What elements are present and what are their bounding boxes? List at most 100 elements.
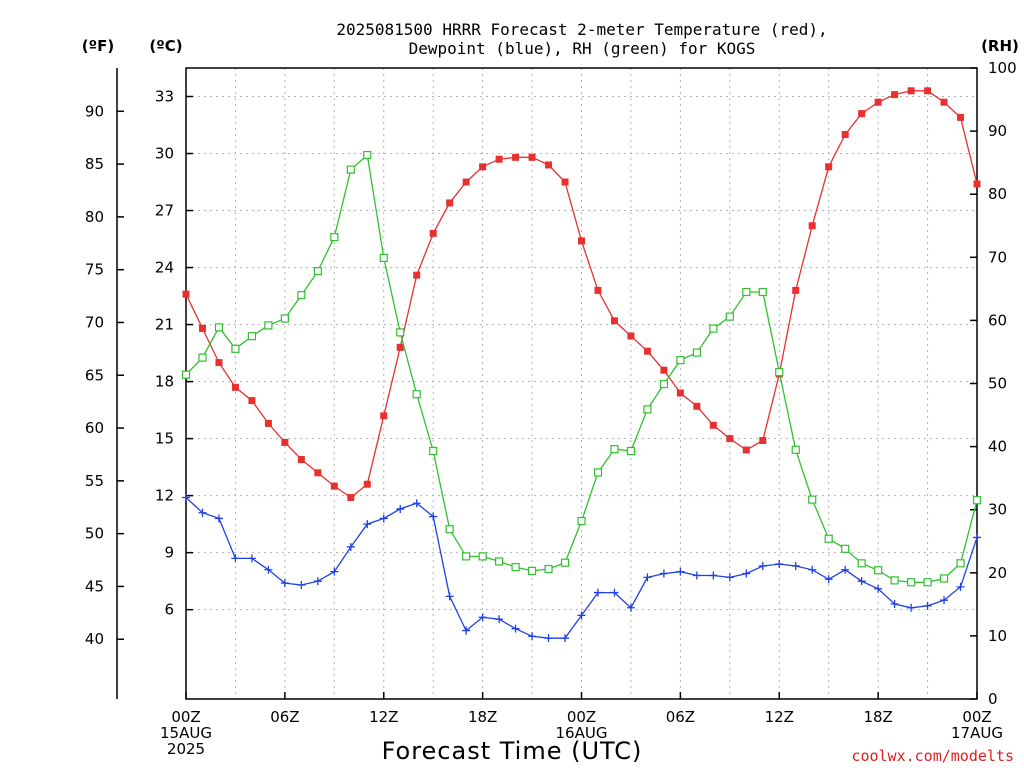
2-meter-temperature-point: [231, 383, 239, 391]
dewpoint-point: [561, 634, 570, 643]
x-tick-label: 00Z: [962, 708, 991, 726]
rh-point: [247, 332, 257, 341]
2-meter-temperature-point: [792, 286, 800, 294]
rh-point: [890, 576, 899, 585]
rh-point: [791, 445, 800, 454]
rh-point: [626, 446, 636, 456]
rh-tick-label: 80: [988, 185, 1007, 203]
fahrenheit-tick-label: 90: [85, 102, 104, 120]
dewpoint-point: [758, 561, 767, 570]
dewpoint-point: [841, 565, 850, 574]
2-meter-temperature-point: [512, 153, 520, 161]
2-meter-temperature-point: [726, 435, 734, 443]
rh-point: [725, 312, 734, 321]
rh-tick-label: 40: [988, 438, 1007, 456]
2-meter-temperature-point: [693, 402, 701, 410]
dewpoint-point: [940, 596, 949, 605]
dewpoint-point: [956, 582, 965, 591]
2-meter-temperature-point: [924, 87, 932, 95]
2-meter-temperature-point: [825, 163, 833, 171]
rh-point: [692, 348, 701, 357]
celsius-axis-unit: (ºC): [149, 37, 182, 55]
celsius-tick-label: 21: [155, 316, 174, 334]
rh-tick-label: 0: [988, 690, 998, 708]
fahrenheit-tick-label: 70: [85, 313, 104, 331]
2-meter-temperature-point: [594, 286, 602, 294]
x-tick-label: 16AUG: [556, 724, 608, 742]
2-meter-temperature-point: [248, 397, 256, 405]
rh-point: [939, 574, 949, 583]
celsius-tick-label: 18: [155, 373, 174, 391]
rh-point: [676, 356, 685, 365]
x-tick-label: 2025: [167, 740, 205, 758]
2-meter-temperature-point: [940, 98, 948, 106]
2-meter-temperature-point: [742, 446, 750, 454]
dewpoint-point: [857, 577, 866, 586]
fahrenheit-tick-label: 45: [85, 577, 104, 595]
rh-point: [527, 566, 537, 576]
dewpoint-point: [528, 632, 537, 641]
rh-point: [906, 578, 916, 587]
dewpoint-point: [412, 499, 421, 508]
dewpoint-point: [429, 512, 438, 521]
rh-point: [972, 496, 982, 505]
2-meter-temperature-point: [413, 271, 421, 279]
2-meter-temperature-point: [907, 87, 915, 95]
dewpoint-point: [593, 588, 602, 597]
celsius-tick-label: 33: [155, 88, 174, 106]
rh-point: [231, 344, 240, 353]
dewpoint-point: [462, 626, 471, 635]
rh-point: [659, 380, 668, 389]
rh-tick-label: 70: [988, 248, 1007, 266]
2-meter-temperature-point: [643, 347, 651, 355]
dewpoint-point: [692, 571, 701, 580]
rh-point: [264, 321, 273, 330]
rh-point: [280, 314, 289, 323]
2-meter-temperature-point: [182, 290, 190, 298]
2-meter-temperature-point: [281, 438, 289, 446]
dewpoint-point: [264, 565, 273, 574]
rh-point: [181, 370, 191, 379]
dewpoint-point: [907, 603, 916, 612]
dewpoint-point: [544, 634, 553, 643]
dewpoint-point: [973, 533, 981, 542]
dewpoint-point: [231, 554, 240, 563]
x-tick-label: 12Z: [369, 708, 398, 726]
chart-title-line-2: Dewpoint (blue), RH (green) for KOGS: [409, 39, 756, 58]
2-meter-temperature-point: [858, 110, 866, 118]
rh-point: [643, 405, 652, 414]
dewpoint-point: [379, 514, 388, 523]
dewpoint-point: [725, 573, 734, 582]
rh-axis-unit: (RH): [981, 37, 1019, 55]
rh-point: [560, 558, 570, 567]
dewpoint-point: [890, 599, 899, 608]
2-meter-temperature-point: [528, 153, 536, 161]
fahrenheit-tick-label: 60: [85, 419, 104, 437]
plot-frame: [185, 67, 978, 700]
rh-tick-label: 90: [988, 122, 1007, 140]
rh-point: [841, 544, 850, 553]
x-tick-label: 06Z: [270, 708, 299, 726]
rh-point: [363, 150, 372, 160]
2-meter-temperature-point: [446, 199, 454, 207]
rh-tick-label: 60: [988, 311, 1007, 329]
2-meter-temperature-point: [297, 456, 305, 464]
2-meter-temperature-point: [330, 482, 338, 490]
celsius-tick-label: 9: [164, 544, 174, 562]
2-meter-temperature-point: [396, 343, 404, 351]
dewpoint-point: [659, 569, 668, 578]
x-tick-label: 00Z: [567, 708, 596, 726]
2-meter-temperature-point: [380, 412, 388, 420]
2-meter-temperature-point: [957, 113, 965, 121]
rh-tick-label: 10: [988, 627, 1007, 645]
rh-point: [214, 323, 224, 332]
x-tick-label: 18Z: [468, 708, 497, 726]
2-meter-temperature-point: [363, 480, 371, 488]
fahrenheit-tick-label: 75: [85, 261, 104, 279]
dewpoint-point: [610, 588, 619, 597]
chart-title: 2025081500 HRRR Forecast 2-meter Tempera…: [336, 20, 827, 58]
credit-text: coolwx.com/modelts: [851, 747, 1014, 765]
grid: [186, 68, 977, 699]
2-meter-temperature-point: [314, 469, 322, 477]
rh-point: [198, 353, 207, 362]
